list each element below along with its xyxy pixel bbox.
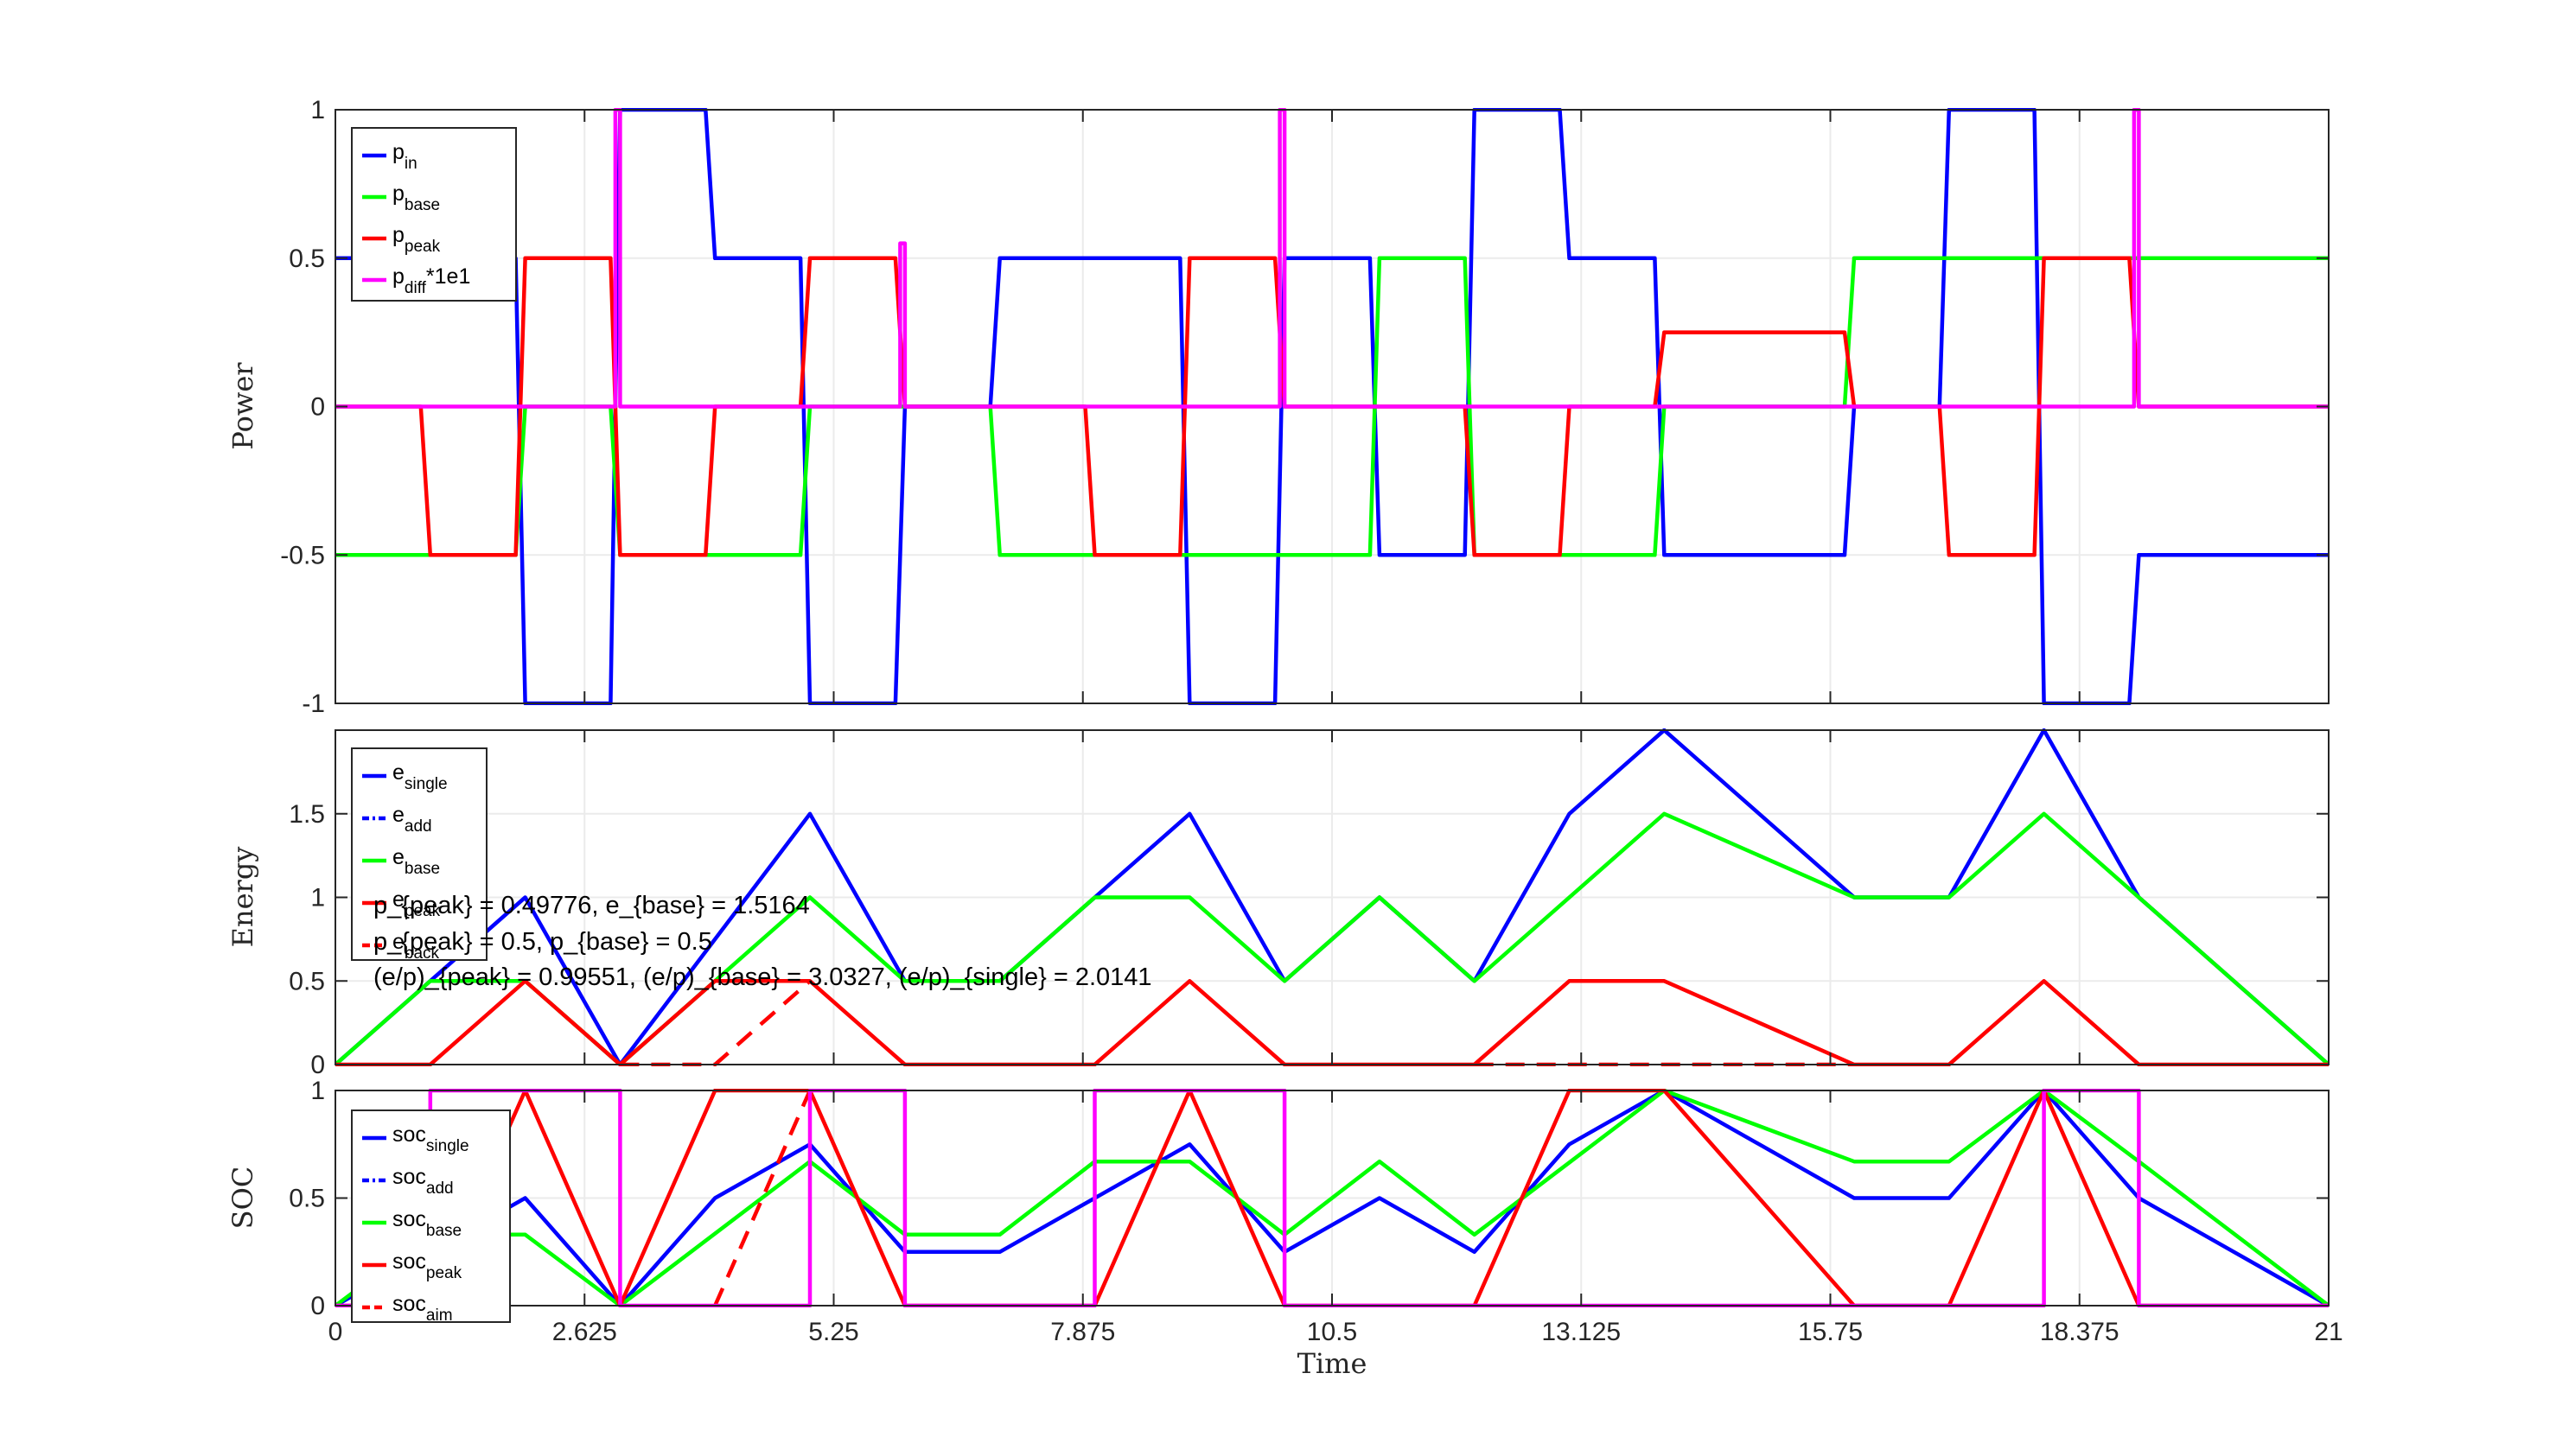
legend-label: pbase (392, 181, 440, 214)
legend-label: socbase (392, 1207, 462, 1240)
y-tick-label: 0.5 (289, 245, 325, 273)
legend-label: esingle (392, 760, 448, 793)
legend: pin pbase ppeak pdiff*1e1 (351, 127, 517, 302)
y-tick-label: 0 (310, 1051, 325, 1079)
annotation-text: p_{peak} = 0.5, p_{base} = 0.5 (373, 928, 712, 956)
y-tick-label: 0 (310, 393, 325, 422)
series-line-soc-aim (713, 1090, 813, 1307)
x-tick-label: 13.125 (1541, 1318, 1621, 1346)
y-axis-label: SOC (226, 1167, 259, 1230)
legend-label: ppeak (392, 223, 441, 256)
legend-label: socsingle (392, 1122, 469, 1155)
legend-label: epeak (392, 887, 441, 920)
x-tick-label: 5.25 (808, 1318, 858, 1346)
legend-label: socpeak (392, 1249, 462, 1282)
legend-label: pdiff*1e1 (392, 264, 470, 297)
y-tick-label: 0 (310, 1292, 325, 1320)
x-tick-label: 10.5 (1307, 1318, 1357, 1346)
x-tick-label: 7.875 (1050, 1318, 1115, 1346)
y-axis-label: Energy (226, 847, 259, 948)
y-axis-label: Power (226, 362, 259, 450)
series-line-e-peak (335, 979, 2329, 1066)
legend: socsingle socadd socbase socpeak socaim (351, 1109, 511, 1325)
y-tick-label: -1 (302, 690, 325, 718)
y-tick-label: 1 (310, 96, 325, 124)
y-tick-label: 1 (310, 884, 325, 912)
annotation-text: p_{peak} = 0.49776, e_{base} = 1.5164 (373, 892, 810, 919)
legend: esingle eadd ebase epeak eback (351, 747, 488, 963)
x-tick-label: 0 (328, 1318, 343, 1346)
y-tick-label: 0.5 (289, 1185, 325, 1213)
legend-box (351, 1109, 511, 1323)
legend-box (351, 747, 488, 961)
x-tick-label: 21 (2314, 1318, 2342, 1346)
y-tick-label: 0.5 (289, 967, 325, 995)
legend-label: eadd (392, 803, 432, 836)
x-tick-label: 2.625 (552, 1318, 617, 1346)
legend-label: pin (392, 140, 418, 173)
x-axis-label: Time (1297, 1347, 1367, 1380)
series-line-soc-peak (335, 1089, 2329, 1307)
annotation-text: (e/p)_{peak} = 0.99551, (e/p)_{base} = 3… (373, 963, 1152, 991)
x-tick-label: 15.75 (1798, 1318, 1863, 1346)
legend-label: eback (392, 930, 440, 963)
x-tick-label: 18.375 (2040, 1318, 2119, 1346)
legend-label: socadd (392, 1165, 454, 1198)
legend-label: socaim (392, 1292, 453, 1325)
y-tick-label: 1.5 (289, 800, 325, 829)
y-tick-label: -0.5 (280, 541, 325, 569)
legend-label: ebase (392, 845, 440, 878)
y-tick-label: 1 (310, 1077, 325, 1105)
